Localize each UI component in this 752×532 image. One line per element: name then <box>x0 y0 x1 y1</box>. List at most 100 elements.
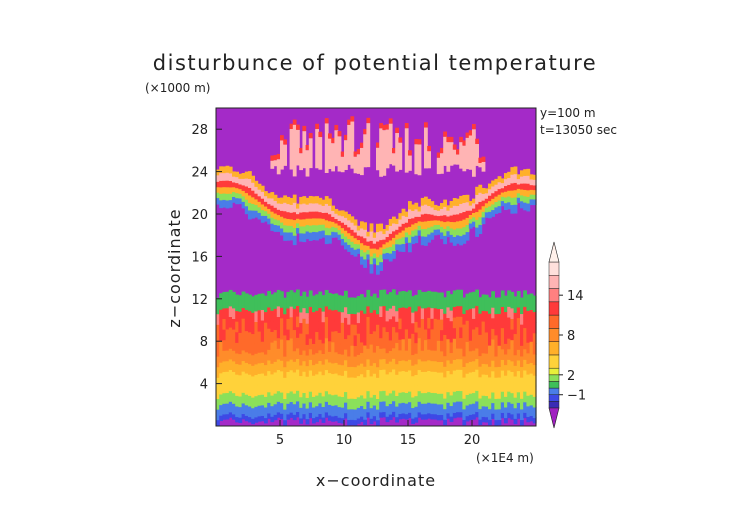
heatmap-cell <box>254 180 259 187</box>
heatmap-cell <box>500 290 505 307</box>
heatmap-cell <box>318 224 323 232</box>
heatmap-cell <box>465 224 470 233</box>
heatmap-cell <box>312 203 316 212</box>
heatmap-cell <box>244 309 249 321</box>
heatmap-cell <box>459 411 463 418</box>
heatmap-cell <box>529 198 534 206</box>
heatmap-cell <box>347 398 351 410</box>
heatmap-cell <box>398 339 403 351</box>
heatmap-cell <box>232 360 236 373</box>
heatmap-cell <box>270 192 275 199</box>
heatmap-cell <box>356 396 361 408</box>
heatmap-cell <box>516 349 521 361</box>
heatmap-cell <box>395 294 399 312</box>
heatmap-cell <box>529 179 534 186</box>
heatmap-cell <box>340 156 345 173</box>
heatmap-cell <box>468 318 473 331</box>
heatmap-cell <box>276 390 281 402</box>
heatmap-cell <box>523 189 527 197</box>
heatmap-cell <box>222 382 227 394</box>
heatmap-cell <box>404 381 409 394</box>
heatmap-cell <box>417 358 422 371</box>
heatmap-cell <box>225 200 230 209</box>
heatmap-cell <box>488 419 492 426</box>
heatmap-cell <box>382 400 387 413</box>
heatmap-cell <box>379 305 383 318</box>
heatmap-cell <box>321 363 326 376</box>
heatmap-cell <box>347 232 351 240</box>
heatmap-cell <box>404 291 409 309</box>
heatmap-cell <box>379 316 383 328</box>
heatmap-cell <box>443 323 447 335</box>
heatmap-cell <box>484 342 489 354</box>
heatmap-cell <box>302 233 307 243</box>
heatmap-cell <box>337 353 342 365</box>
heatmap-cell <box>491 402 495 414</box>
heatmap-cell <box>241 307 246 319</box>
heatmap-cell <box>216 297 220 315</box>
heatmap-cell <box>436 220 441 225</box>
heatmap-cell <box>244 330 249 342</box>
heatmap-cell <box>500 316 505 329</box>
heatmap-cell <box>411 296 415 313</box>
heatmap-cell <box>280 317 284 329</box>
heatmap-cell <box>324 348 329 360</box>
heatmap-cell <box>219 166 223 174</box>
heatmap-cell <box>494 366 499 378</box>
heatmap-cell <box>308 202 313 212</box>
heatmap-cell <box>324 327 329 339</box>
heatmap-cell <box>334 231 339 238</box>
heatmap-cell <box>296 223 300 229</box>
heatmap-cell <box>286 232 291 241</box>
heatmap-cell <box>366 358 371 370</box>
heatmap-cell <box>331 309 335 322</box>
heatmap-cell <box>353 398 358 410</box>
heatmap-cell <box>334 330 339 342</box>
heatmap-cell <box>532 199 537 206</box>
heatmap-cell <box>430 201 435 208</box>
heatmap-cell <box>468 135 473 170</box>
heatmap-cell <box>308 369 313 382</box>
heatmap-cell <box>254 395 259 407</box>
heatmap-cell <box>302 318 307 330</box>
heatmap-cell <box>222 339 227 351</box>
heatmap-cell <box>273 371 278 384</box>
heatmap-cell <box>500 338 505 350</box>
heatmap-cell <box>216 181 220 188</box>
heatmap-cell <box>264 215 268 222</box>
heatmap-cell <box>395 127 399 134</box>
heatmap-cell <box>257 320 262 332</box>
heatmap-cell <box>292 202 297 213</box>
heatmap-cell <box>318 131 323 138</box>
heatmap-cell <box>248 363 252 375</box>
heatmap-cell <box>299 354 303 366</box>
heatmap-cell <box>308 133 313 139</box>
heatmap-cell <box>427 151 431 169</box>
heatmap-cell <box>232 176 236 183</box>
heatmap-cell <box>468 292 473 309</box>
heatmap-cell <box>356 296 361 313</box>
chart-title: disturbunce of potential temperature <box>153 51 597 75</box>
heatmap-cell <box>222 186 227 194</box>
heatmap-cell <box>225 328 230 341</box>
heatmap-cell <box>302 131 307 169</box>
heatmap-cell <box>334 309 339 321</box>
heatmap-cell <box>424 213 428 222</box>
heatmap-cell <box>443 408 447 420</box>
heatmap-cell <box>302 328 307 340</box>
heatmap-cell <box>280 140 284 170</box>
heatmap-cell <box>401 230 406 238</box>
heatmap-cell <box>366 231 371 237</box>
heatmap-cell <box>219 193 223 201</box>
heatmap-cell <box>404 227 409 233</box>
heatmap-cell <box>488 188 492 196</box>
heatmap-cell <box>401 306 406 319</box>
heatmap-cell <box>318 307 323 319</box>
heatmap-cell <box>401 223 406 231</box>
heatmap-cell <box>238 173 243 179</box>
heatmap-cell <box>302 203 307 213</box>
heatmap-cell <box>520 366 524 378</box>
heatmap-cell <box>500 178 505 184</box>
heatmap-cell <box>366 254 371 260</box>
heatmap-cell <box>308 218 313 226</box>
